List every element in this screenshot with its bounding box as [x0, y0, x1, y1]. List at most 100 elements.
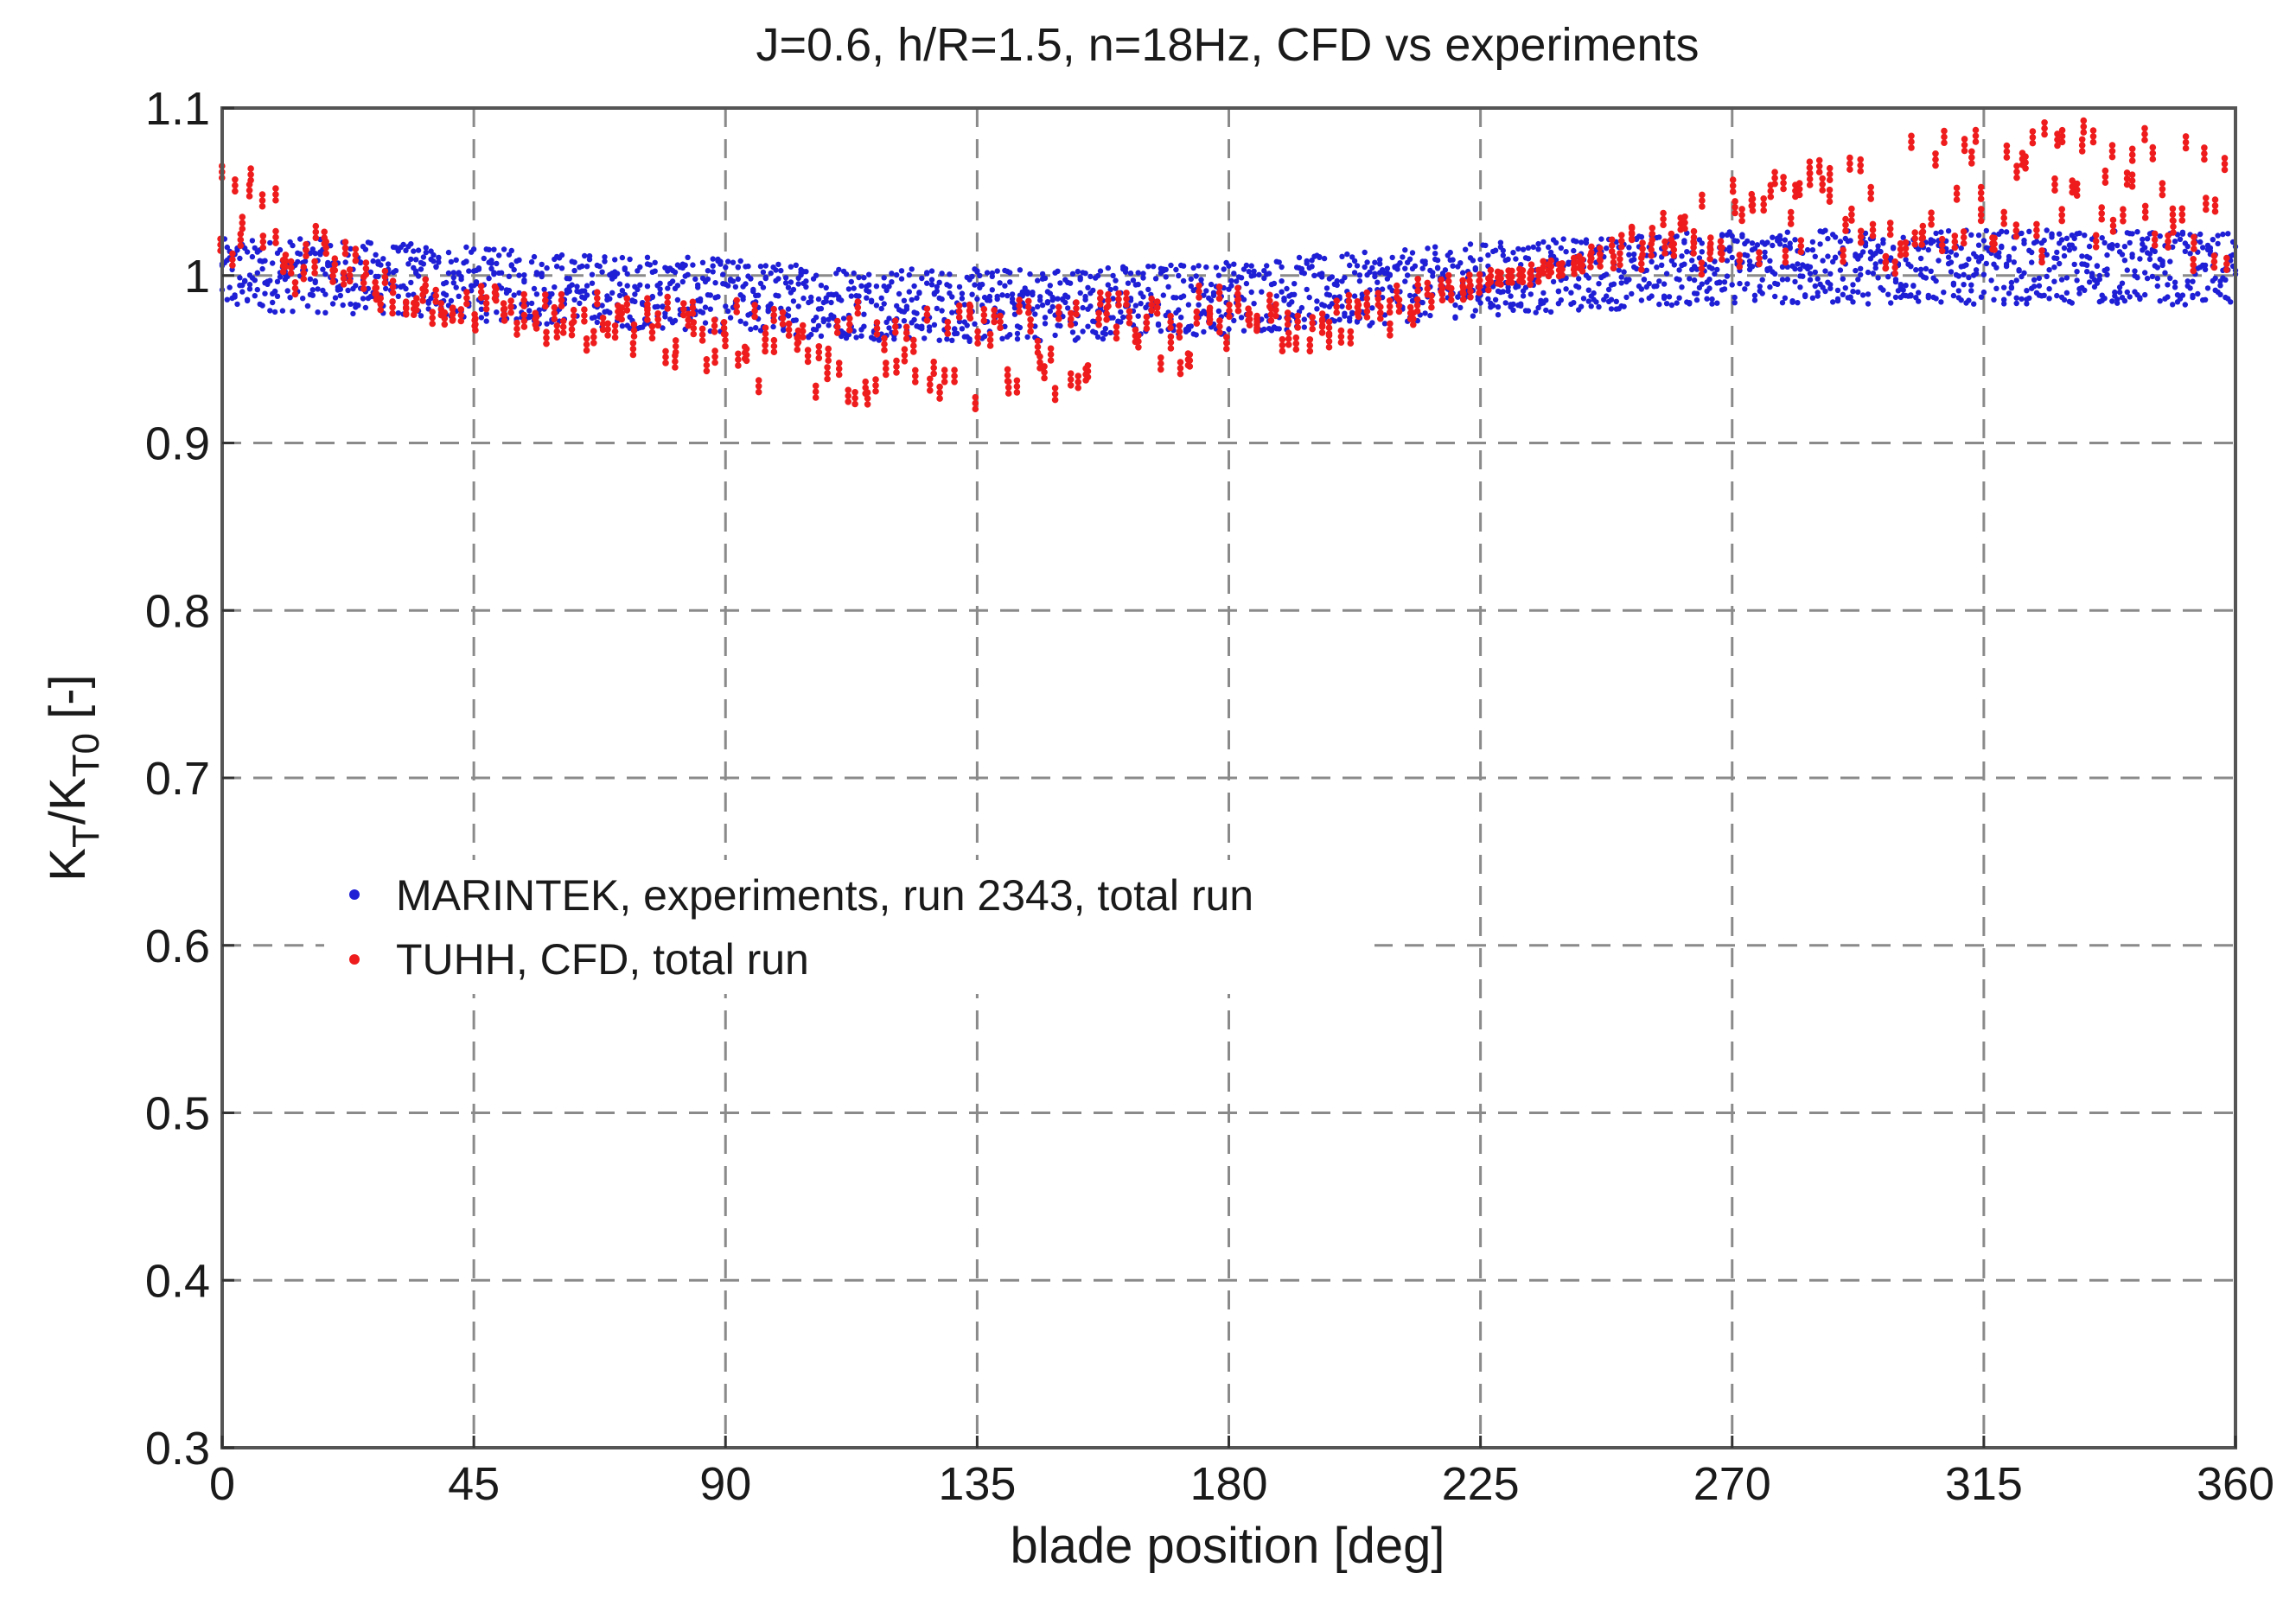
data-point-tuhh	[1386, 297, 1394, 304]
data-point-marintek	[1892, 278, 1899, 285]
data-point-marintek	[1180, 263, 1187, 269]
data-point-marintek	[1696, 255, 1703, 261]
data-point-tuhh	[1869, 233, 1877, 239]
data-point-marintek	[2021, 240, 2027, 246]
data-point-tuhh	[835, 360, 843, 366]
data-point-tuhh	[1414, 276, 1421, 283]
data-point-tuhh	[2211, 202, 2219, 209]
data-point-marintek	[420, 261, 427, 267]
data-point-tuhh	[1333, 303, 1340, 310]
data-point-tuhh	[618, 304, 625, 311]
data-point-marintek	[2114, 242, 2121, 249]
data-point-marintek	[735, 264, 741, 271]
data-point-marintek	[403, 247, 409, 253]
data-point-marintek	[1999, 228, 2005, 234]
data-point-marintek	[2215, 240, 2221, 247]
data-point-tuhh	[1570, 266, 1578, 273]
data-point-tuhh	[1073, 299, 1080, 306]
data-point-tuhh	[1699, 203, 1706, 210]
data-point-marintek	[1510, 301, 1516, 308]
data-point-marintek	[584, 292, 590, 298]
data-point-tuhh	[972, 393, 979, 401]
data-point-marintek	[1483, 242, 1489, 249]
data-point-marintek	[1963, 262, 1969, 268]
data-point-tuhh	[1494, 280, 1502, 287]
data-point-marintek	[270, 299, 276, 306]
data-point-tuhh	[1438, 276, 1445, 283]
data-point-tuhh	[1717, 238, 1725, 245]
data-point-marintek	[1208, 281, 1215, 288]
data-point-tuhh	[851, 394, 858, 402]
data-point-marintek	[707, 306, 713, 312]
data-point-marintek	[259, 265, 265, 272]
data-point-marintek	[1588, 303, 1594, 309]
data-point-marintek	[1789, 299, 1795, 305]
data-point-tuhh	[232, 182, 239, 189]
data-point-tuhh	[237, 242, 245, 250]
data-point-marintek	[2046, 286, 2052, 292]
data-point-marintek	[1591, 290, 1597, 296]
data-point-marintek	[317, 252, 323, 258]
data-point-marintek	[727, 315, 734, 321]
data-point-tuhh	[1941, 139, 1948, 146]
data-point-tuhh	[881, 347, 888, 354]
axis-ticks: 0 45 90 135 180 225 270 315 3600.30.40.50.60.70.…	[145, 83, 2274, 1510]
data-point-marintek	[1604, 293, 1610, 299]
data-point-marintek	[674, 296, 681, 303]
data-point-tuhh	[1004, 378, 1012, 385]
data-point-tuhh	[1628, 235, 1636, 243]
data-point-marintek	[1654, 264, 1660, 271]
data-point-tuhh	[1167, 333, 1175, 341]
data-point-tuhh	[1445, 277, 1452, 285]
data-point-marintek	[1329, 301, 1336, 307]
data-point-marintek	[526, 308, 533, 314]
data-point-marintek	[1850, 289, 1856, 295]
data-point-marintek	[1996, 250, 2002, 256]
data-point-tuhh	[2123, 169, 2131, 176]
data-point-marintek	[873, 283, 880, 290]
data-point-tuhh	[551, 303, 558, 311]
data-point-tuhh	[247, 165, 254, 172]
data-point-marintek	[1372, 259, 1378, 265]
y-tick-label: 0.3	[145, 1423, 210, 1475]
data-point-tuhh	[1848, 205, 1855, 213]
data-point-marintek	[901, 297, 908, 303]
data-point-tuhh	[2221, 160, 2229, 168]
data-point-marintek	[1296, 254, 1303, 261]
data-point-marintek	[725, 283, 731, 289]
data-point-tuhh	[437, 300, 445, 307]
data-point-tuhh	[2221, 166, 2229, 174]
data-point-marintek	[999, 292, 1005, 298]
data-point-marintek	[1968, 232, 1974, 238]
data-point-marintek	[1168, 262, 1174, 269]
data-point-tuhh	[2159, 180, 2166, 187]
data-point-tuhh	[1732, 198, 1738, 205]
data-point-marintek	[1055, 296, 1061, 302]
data-point-tuhh	[1886, 225, 1894, 233]
data-point-marintek	[1502, 300, 1508, 306]
data-point-tuhh	[1806, 175, 1814, 182]
data-point-tuhh	[689, 310, 697, 317]
data-point-marintek	[2096, 272, 2102, 279]
data-point-marintek	[1583, 239, 1590, 246]
data-point-tuhh	[1082, 377, 1089, 384]
data-point-marintek	[2165, 282, 2171, 288]
data-point-tuhh	[1706, 244, 1713, 251]
data-point-tuhh	[340, 269, 348, 277]
data-point-tuhh	[1797, 242, 1805, 250]
data-point-marintek	[1276, 326, 1282, 332]
data-point-marintek	[2114, 296, 2121, 303]
data-point-marintek	[2046, 267, 2052, 273]
data-point-marintek	[936, 279, 942, 285]
data-point-marintek	[1930, 238, 1936, 245]
legend-marker-tuhh	[349, 954, 360, 965]
data-point-tuhh	[825, 357, 832, 365]
data-point-marintek	[1958, 297, 1964, 303]
data-point-tuhh	[1857, 156, 1864, 163]
data-point-marintek	[1782, 237, 1789, 243]
data-point-marintek	[2074, 277, 2080, 283]
y-tick-label: 0.7	[145, 753, 210, 805]
data-point-tuhh	[2013, 174, 2020, 182]
data-point-tuhh	[482, 305, 490, 313]
data-point-marintek	[242, 277, 248, 283]
